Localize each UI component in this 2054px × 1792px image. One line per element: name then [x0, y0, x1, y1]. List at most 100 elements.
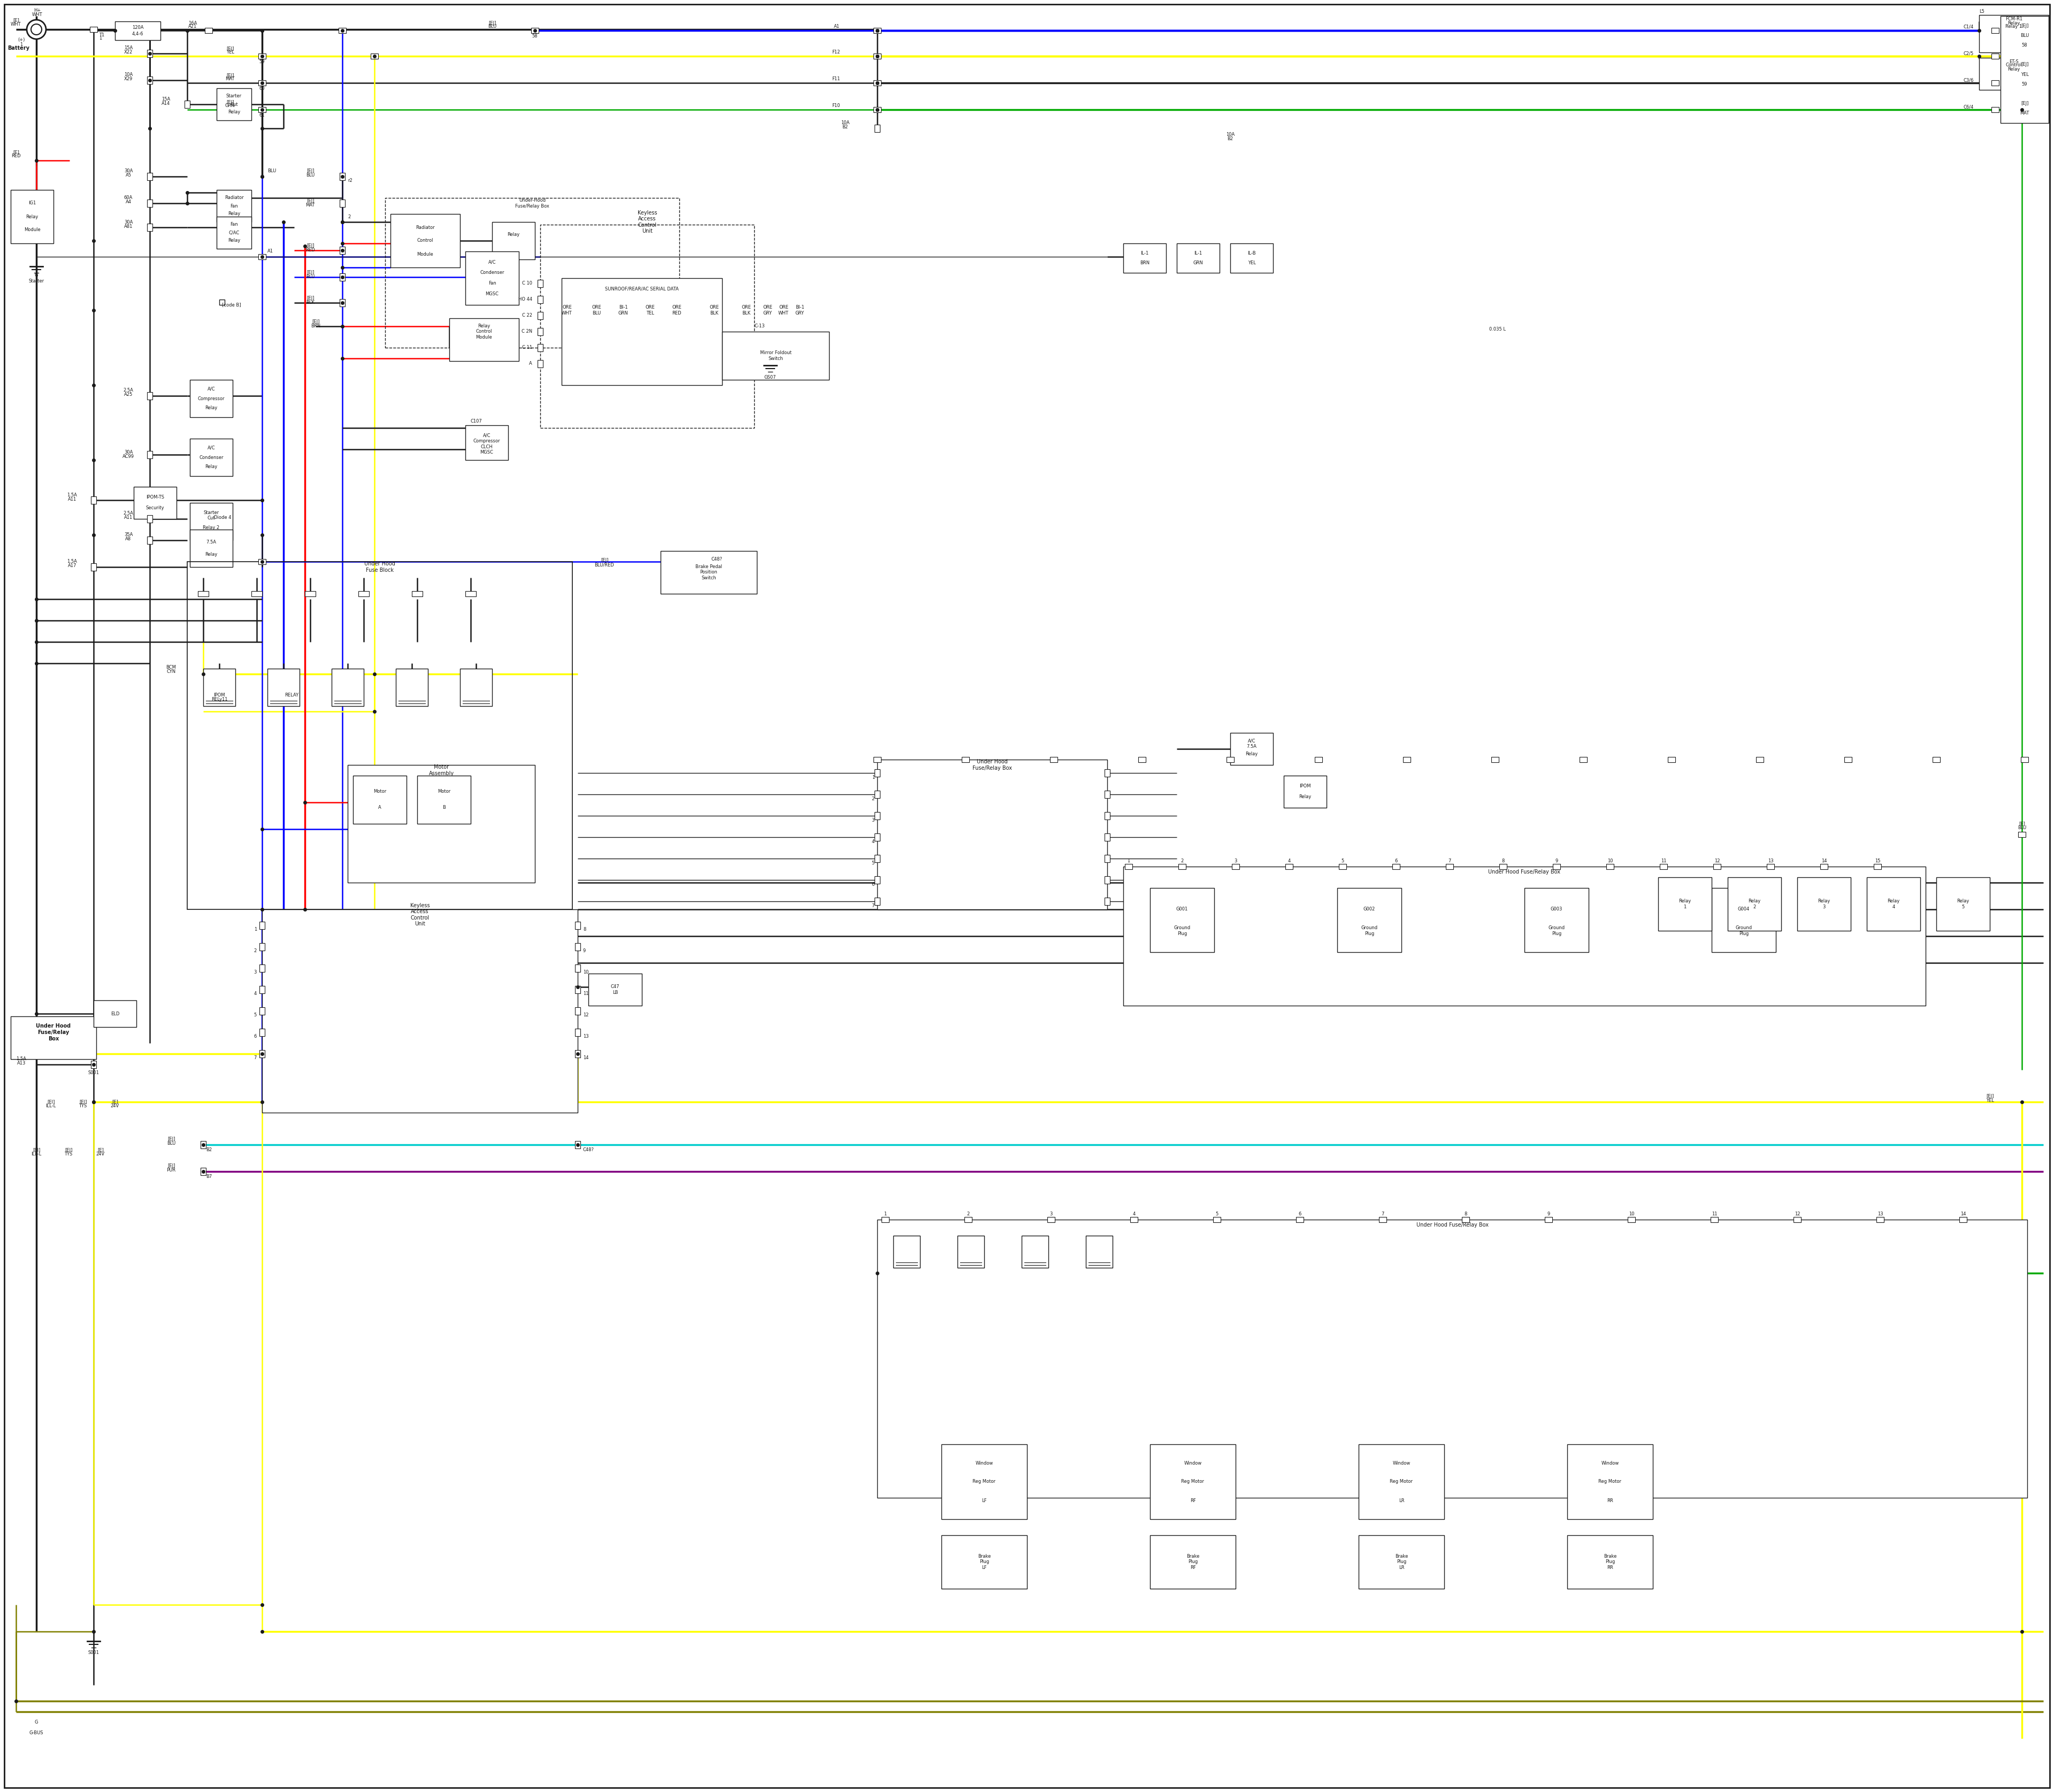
Bar	[1021, 1236, 1048, 1267]
Text: Control: Control	[417, 238, 433, 244]
Text: 7: 7	[255, 1055, 257, 1061]
Text: LF: LF	[982, 1498, 986, 1503]
Bar	[1087, 1236, 1113, 1267]
Bar	[1877, 1217, 1884, 1222]
Text: 35A: 35A	[123, 532, 134, 538]
Bar	[189, 380, 232, 418]
Bar	[1553, 864, 1561, 869]
Bar	[1150, 1536, 1237, 1590]
Text: Relay: Relay	[228, 211, 240, 217]
Text: HO 44: HO 44	[518, 297, 532, 303]
Bar	[148, 77, 152, 84]
Text: 3: 3	[1050, 1211, 1052, 1217]
Bar	[877, 1220, 2027, 1498]
Text: BLU: BLU	[306, 174, 314, 177]
Bar	[957, 1236, 984, 1267]
Bar	[1138, 756, 1146, 762]
Text: 6: 6	[1395, 858, 1397, 864]
Bar	[1315, 756, 1323, 762]
Text: [EJ]: [EJ]	[306, 199, 314, 202]
Text: Relay: Relay	[205, 552, 218, 557]
Bar	[413, 591, 423, 597]
Text: C47
LB: C47 LB	[610, 984, 620, 995]
Text: A/C: A/C	[207, 446, 216, 450]
Text: Window: Window	[1602, 1460, 1619, 1466]
Bar	[881, 1217, 889, 1222]
Text: [EJ]: [EJ]	[312, 319, 320, 324]
Bar	[339, 299, 345, 306]
Text: 4,4-6: 4,4-6	[131, 32, 144, 36]
Bar	[1873, 864, 1881, 869]
Bar	[1177, 244, 1220, 272]
Text: A1: A1	[267, 249, 273, 254]
Text: A/C
Compressor
CLCH
MGSC: A/C Compressor CLCH MGSC	[472, 434, 501, 455]
Bar	[94, 1000, 136, 1027]
Bar	[185, 100, 189, 108]
Text: Control: Control	[2005, 63, 2021, 68]
Bar	[1337, 889, 1401, 952]
Text: 12: 12	[1715, 858, 1719, 864]
Text: IL-B: IL-B	[1247, 251, 1255, 256]
Text: A5: A5	[125, 174, 131, 177]
Text: Relay: Relay	[2007, 66, 2019, 72]
Bar	[259, 54, 265, 59]
Text: Relay: Relay	[1245, 753, 1257, 756]
Bar	[304, 591, 316, 597]
Text: Under Hood Fuse/Relay Box: Under Hood Fuse/Relay Box	[1415, 1222, 1489, 1228]
Text: 2: 2	[1181, 858, 1183, 864]
Bar	[575, 1007, 581, 1014]
Text: G002: G002	[1364, 907, 1376, 912]
Text: Relay 1: Relay 1	[2005, 25, 2023, 29]
Bar	[216, 190, 251, 222]
Bar	[1130, 1217, 1138, 1222]
Text: 30A: 30A	[123, 450, 134, 455]
Text: 8: 8	[583, 926, 585, 932]
Text: (+): (+)	[18, 38, 25, 43]
Bar	[259, 1050, 265, 1057]
Text: [EJ]: [EJ]	[306, 168, 314, 174]
Bar	[148, 172, 152, 181]
Bar	[965, 1217, 972, 1222]
Text: A21: A21	[189, 23, 197, 29]
Text: 2.5A: 2.5A	[123, 389, 134, 392]
Text: C1/4: C1/4	[1964, 25, 1974, 29]
Text: 10: 10	[1606, 858, 1612, 864]
Bar	[1766, 864, 1775, 869]
Text: YEL: YEL	[1986, 1098, 1994, 1104]
Text: [E]: [E]	[111, 1100, 119, 1104]
Bar	[1393, 864, 1401, 869]
Bar	[493, 222, 534, 260]
Text: CYN: CYN	[166, 670, 177, 674]
Text: [EJ]: [EJ]	[226, 100, 234, 106]
Bar	[1124, 867, 1927, 1005]
Text: [EJ]: [EJ]	[306, 271, 314, 276]
Text: G-BUS: G-BUS	[29, 1731, 43, 1736]
Text: YEL: YEL	[226, 50, 234, 56]
Bar	[875, 833, 879, 840]
Text: Under-Hood
Fuse/Relay Box: Under-Hood Fuse/Relay Box	[516, 199, 548, 208]
Text: F12: F12	[832, 50, 840, 56]
Text: Relay
2: Relay 2	[1748, 900, 1760, 909]
Text: 9: 9	[1547, 1211, 1551, 1217]
Text: 7: 7	[1448, 858, 1450, 864]
Bar	[339, 247, 345, 254]
Text: Ground
Plug: Ground Plug	[1736, 926, 1752, 935]
Text: [EI]: [EI]	[78, 1100, 86, 1104]
Text: BLK: BLK	[306, 301, 314, 305]
Text: MAT: MAT	[306, 202, 314, 208]
Bar	[1491, 756, 1499, 762]
Bar	[10, 1016, 97, 1059]
Text: 5: 5	[871, 860, 875, 866]
Bar	[532, 29, 538, 34]
Text: Reg Motor: Reg Motor	[1598, 1480, 1621, 1484]
Bar	[1124, 244, 1167, 272]
Bar	[1524, 889, 1588, 952]
Text: 1: 1	[255, 926, 257, 932]
Text: ORE
WHT: ORE WHT	[561, 305, 573, 315]
Text: TYS: TYS	[78, 1104, 86, 1109]
Text: C-13: C-13	[754, 324, 764, 328]
Text: 6: 6	[871, 882, 875, 887]
Bar	[873, 756, 881, 762]
Text: 1.5A: 1.5A	[68, 493, 78, 496]
Text: ILL-L: ILL-L	[31, 1152, 41, 1158]
